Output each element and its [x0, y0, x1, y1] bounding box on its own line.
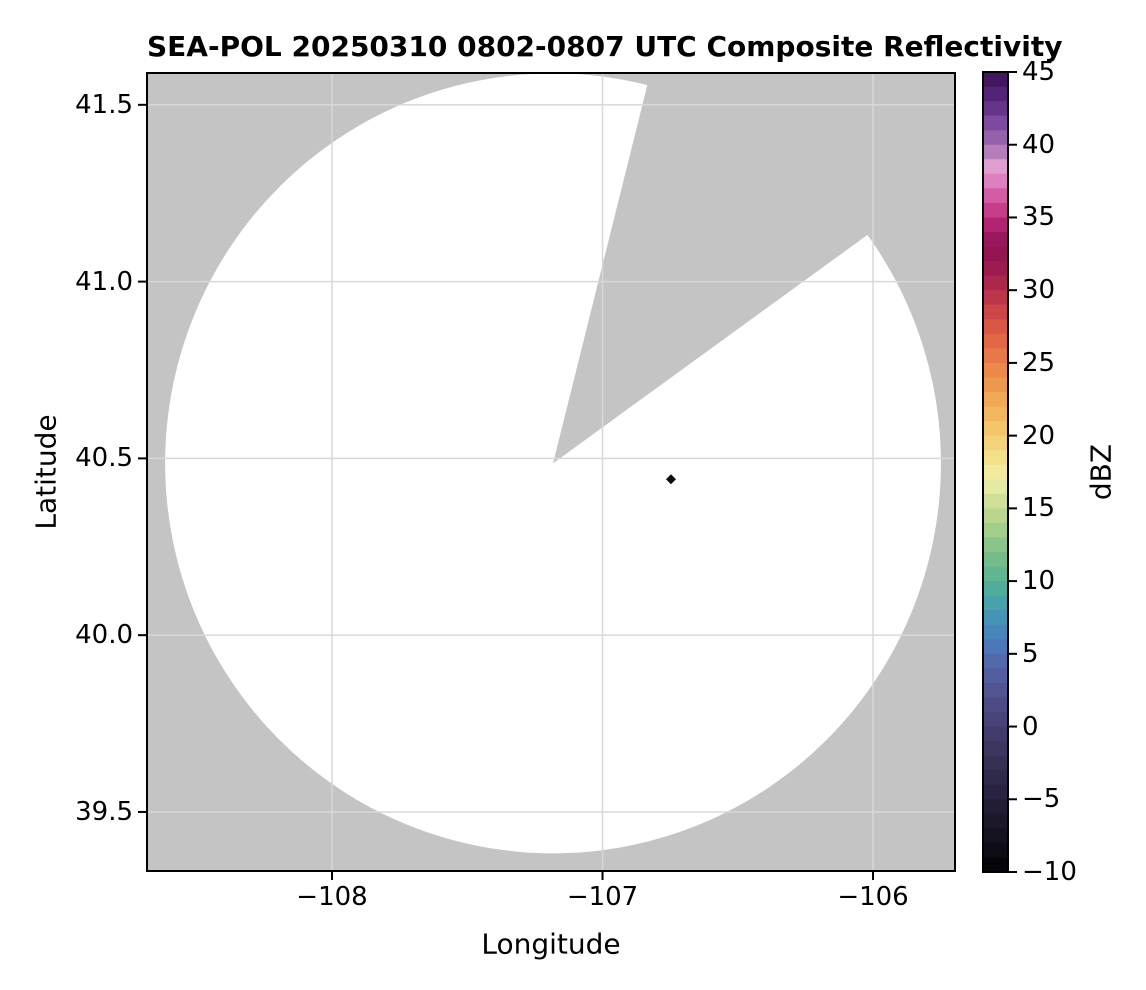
colorbar-band: [983, 828, 1008, 844]
y-tick-label: 41.5: [75, 89, 133, 120]
colorbar-band: [983, 610, 1008, 626]
colorbar-tick-label: 45: [1022, 57, 1056, 87]
colorbar-band: [983, 304, 1008, 320]
colorbar-band: [983, 712, 1008, 728]
colorbar-band: [983, 377, 1008, 393]
colorbar-band: [983, 508, 1008, 524]
colorbar-band: [983, 653, 1008, 669]
colorbar-band: [983, 479, 1008, 495]
plot-title: SEA-POL 20250310 0802-0807 UTC Composite…: [147, 30, 1063, 63]
radar-echo-point: [665, 474, 676, 485]
colorbar-band: [983, 537, 1008, 553]
colorbar-band: [983, 246, 1008, 262]
colorbar-band: [983, 406, 1008, 422]
colorbar-band: [983, 421, 1008, 437]
colorbar-band: [983, 261, 1008, 277]
colorbar-band: [983, 842, 1008, 859]
colorbar-band: [983, 115, 1008, 131]
y-axis-label: Latitude: [29, 414, 63, 530]
colorbar-band: [983, 392, 1008, 408]
colorbar-band: [983, 202, 1008, 219]
colorbar-band: [983, 144, 1008, 160]
x-tick-label: −107: [566, 882, 639, 912]
colorbar-band: [983, 362, 1008, 379]
x-tick-label: −108: [296, 882, 368, 912]
colorbar-band: [983, 435, 1008, 451]
x-tick-label: −106: [837, 882, 909, 912]
colorbar-band: [983, 726, 1008, 742]
colorbar-band: [983, 159, 1008, 175]
colorbar-band: [983, 741, 1008, 757]
colorbar-band: [983, 493, 1008, 509]
colorbar-band: [983, 217, 1008, 233]
y-tick-label: 40.5: [75, 443, 133, 474]
colorbar-tick-label: 20: [1022, 420, 1056, 451]
colorbar-band: [983, 566, 1008, 582]
y-tick-label: 41.0: [75, 266, 133, 297]
colorbar-tick-label: 35: [1022, 202, 1056, 233]
x-axis-label: Longitude: [481, 927, 621, 961]
colorbar-band: [983, 581, 1008, 597]
colorbar-band: [983, 522, 1008, 539]
plot-border: [146, 72, 956, 872]
colorbar-tick-label: 40: [1022, 129, 1056, 160]
colorbar-tick-label: 25: [1022, 347, 1056, 378]
colorbar-band: [983, 450, 1008, 466]
colorbar-band: [983, 668, 1008, 684]
colorbar-band: [983, 639, 1008, 655]
colorbar-band: [983, 799, 1008, 815]
colorbar-band: [983, 813, 1008, 829]
colorbar-band: [983, 784, 1008, 800]
colorbar-band: [983, 275, 1008, 291]
colorbar-band: [983, 857, 1008, 873]
colorbar-tick-label: −10: [1022, 857, 1077, 887]
colorbar-band: [983, 72, 1008, 88]
colorbar-band: [983, 101, 1008, 117]
colorbar-band: [983, 595, 1008, 611]
colorbar-band: [983, 188, 1008, 204]
colorbar-tick-label: 0: [1022, 711, 1039, 742]
colorbar-band: [983, 348, 1008, 364]
colorbar-tick-label: 10: [1022, 566, 1056, 597]
colorbar-label: dBZ: [1084, 443, 1118, 501]
colorbar-band: [983, 86, 1008, 102]
colorbar-band: [983, 130, 1008, 146]
colorbar-border: [982, 71, 1009, 873]
colorbar-band: [983, 682, 1008, 699]
colorbar-band: [983, 232, 1008, 248]
y-tick-label: 40.0: [75, 620, 133, 651]
colorbar-band: [983, 755, 1008, 771]
colorbar-tick-label: 15: [1022, 493, 1056, 524]
y-tick-label: 39.5: [75, 796, 133, 827]
colorbar-band: [983, 770, 1008, 786]
colorbar-band: [983, 173, 1008, 189]
colorbar-tick-label: −5: [1022, 784, 1061, 815]
colorbar-tick-label: 5: [1022, 638, 1039, 669]
colorbar-band: [983, 624, 1008, 640]
colorbar-tick-label: 30: [1022, 275, 1056, 306]
colorbar-band: [983, 319, 1008, 335]
colorbar-band: [983, 464, 1008, 480]
colorbar-band: [983, 697, 1008, 713]
colorbar-band: [983, 290, 1008, 306]
missing-sector-wedge: [553, 73, 955, 464]
colorbar-band: [983, 552, 1008, 568]
colorbar-band: [983, 333, 1008, 349]
